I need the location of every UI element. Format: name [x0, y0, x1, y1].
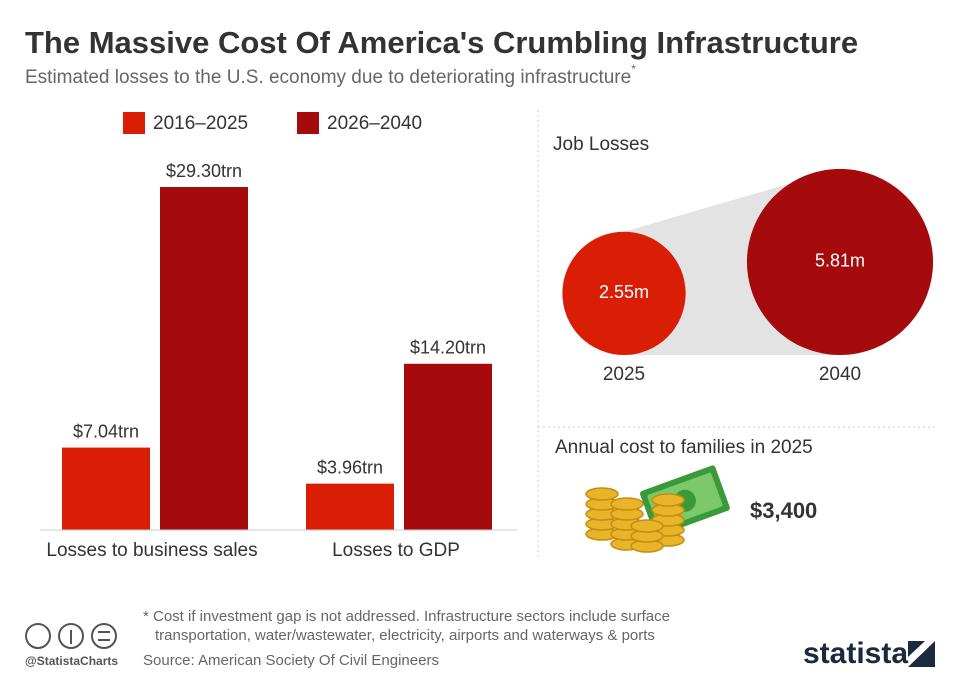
subtitle-line: Estimated losses to the U.S. economy due…: [25, 62, 636, 88]
bubble: [562, 231, 686, 355]
bubble-category: 2040: [819, 364, 861, 385]
brand-mark: [908, 641, 935, 667]
subtitle: Estimated losses to the U.S. economy due…: [25, 67, 631, 88]
title: The Massive Cost Of America's Crumbling …: [25, 25, 858, 60]
cost-label: Annual cost to families in 2025: [555, 437, 813, 458]
bubble: [746, 168, 934, 355]
value-label: $3.96trn: [317, 457, 383, 477]
legend-label: 2026–2040: [327, 113, 422, 134]
money-icon: [585, 465, 730, 553]
bar: [160, 187, 248, 530]
category-label: Losses to GDP: [332, 540, 460, 561]
value-label: $29.30trn: [166, 161, 242, 181]
bubble-label: 2.55m: [599, 282, 649, 302]
source: Source: American Society Of Civil Engine…: [143, 652, 439, 669]
license-icons: [25, 623, 117, 649]
subtitle-marker: *: [631, 62, 636, 76]
bubble-category: 2025: [603, 364, 645, 385]
legend-swatch: [297, 112, 319, 134]
legend-swatch: [123, 112, 145, 134]
cost-value: $3,400: [750, 498, 817, 523]
value-label: $7.04trn: [73, 421, 139, 441]
brand: statista: [803, 637, 908, 670]
bar: [306, 483, 394, 530]
footnote: * Cost if investment gap is not addresse…: [143, 608, 670, 625]
bar: [62, 447, 150, 530]
value-label: $14.20trn: [410, 338, 486, 358]
footnote: transportation, water/wastewater, electr…: [155, 627, 655, 644]
legend-label: 2016–2025: [153, 113, 248, 134]
category-label: Losses to business sales: [46, 540, 257, 561]
bubble-title: Job Losses: [553, 134, 649, 155]
bubble-label: 5.81m: [815, 251, 865, 271]
bar: [404, 363, 492, 530]
handle: @StatistaCharts: [25, 654, 118, 668]
